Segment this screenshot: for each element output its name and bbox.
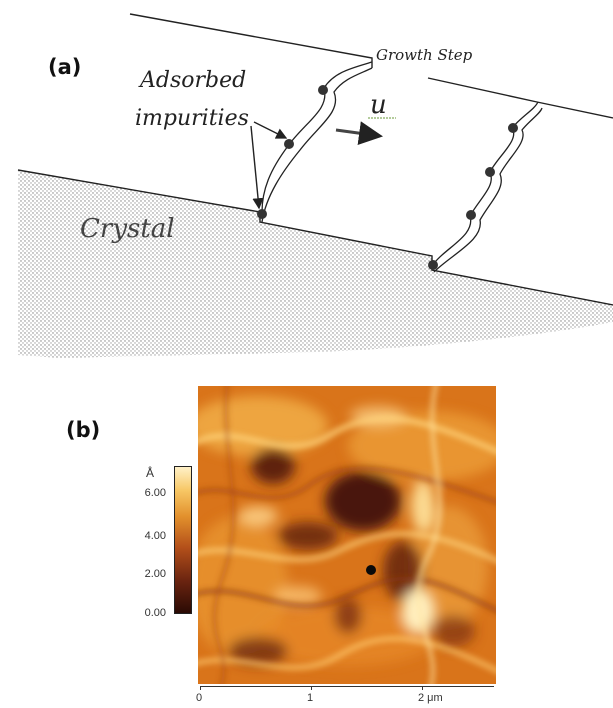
- growth-step-right-back: [433, 107, 543, 273]
- adsorbed-label: Adsorbed: [140, 68, 247, 93]
- x-tick-mark: [311, 686, 312, 690]
- growth-step-diagram: [17, 13, 613, 358]
- x-tick-1: 1: [307, 692, 314, 704]
- growth-step-label: Growth Step: [376, 46, 473, 64]
- crystal-edge: [17, 169, 613, 306]
- growth-step-left-back: [261, 67, 373, 223]
- x-tick-2: 2 μm: [418, 692, 443, 704]
- colorbar-tick-2: 2.00: [144, 568, 166, 580]
- impurity-dot: [466, 210, 476, 220]
- colorbar-tick-6: 6.00: [144, 487, 166, 499]
- colorbar-tick-0: 0.00: [144, 607, 166, 619]
- impurity-dot: [428, 260, 438, 270]
- panel-a-label: (a): [48, 55, 82, 79]
- impurity-dot: [318, 85, 328, 95]
- impurities-label: impurities: [135, 106, 249, 131]
- x-tick-0: 0: [196, 692, 203, 704]
- upper-terrace-edge-2: [427, 77, 613, 119]
- impurity-dot: [257, 209, 267, 219]
- velocity-symbol: u: [370, 90, 387, 120]
- colorbar-unit: Å: [146, 466, 155, 480]
- afm-height-image: [198, 386, 496, 684]
- impurity-dot: [284, 139, 294, 149]
- afm-marker-dot: [366, 565, 376, 575]
- growth-step-left-front: [261, 61, 373, 213]
- x-tick-mark: [200, 686, 201, 690]
- upper-terrace-edge: [129, 13, 373, 68]
- colorbar-tick-4: 4.00: [144, 530, 166, 542]
- panel-b-label: (b): [66, 418, 101, 442]
- impurity-pointer-arrow: [253, 121, 288, 139]
- growth-step-right-front: [431, 101, 539, 267]
- x-tick-mark: [422, 686, 423, 690]
- crystal-label: Crystal: [80, 214, 175, 244]
- step-velocity-arrow: [335, 121, 383, 146]
- impurity-pointer-arrow: [250, 125, 264, 210]
- x-axis-line: [200, 686, 494, 687]
- impurity-dot: [485, 167, 495, 177]
- colorbar: [174, 466, 192, 614]
- impurity-dot: [508, 123, 518, 133]
- crystal-body: [18, 170, 613, 358]
